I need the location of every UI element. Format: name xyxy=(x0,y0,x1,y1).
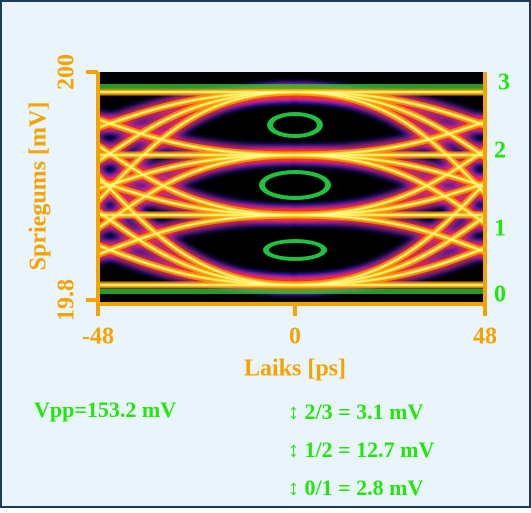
level-label: 0 xyxy=(494,282,506,308)
trace xyxy=(294,183,483,216)
trace xyxy=(294,248,483,286)
level-label: 3 xyxy=(498,70,510,96)
trace xyxy=(294,150,483,216)
level-label: 1 xyxy=(494,216,506,242)
trace xyxy=(265,174,325,196)
eye-height: ↕ 0/1 = 2.8 mV xyxy=(288,475,423,500)
trace xyxy=(100,154,296,228)
trace xyxy=(100,214,296,255)
axes xyxy=(86,70,487,316)
trace xyxy=(100,154,296,189)
x-tick-label: 0 xyxy=(289,324,301,350)
eye-height: ↕ 1/2 = 12.7 mV xyxy=(288,437,434,462)
eye-pattern xyxy=(100,80,483,297)
trace xyxy=(100,91,296,161)
trace xyxy=(100,289,483,294)
trace xyxy=(294,184,483,286)
y-axis-label: Spriegums [mV] xyxy=(26,102,52,271)
trace xyxy=(100,91,296,128)
level-label: 2 xyxy=(494,138,506,164)
x-tick-label: -48 xyxy=(82,324,114,350)
x-axis-label: Laiks [ps] xyxy=(244,356,346,382)
trace xyxy=(273,116,317,134)
trace xyxy=(294,121,483,156)
trace xyxy=(294,217,483,286)
vpp: Vpp=153.2 mV xyxy=(34,397,176,422)
trace xyxy=(100,91,296,200)
y-max: 200 xyxy=(54,54,80,90)
trace xyxy=(269,243,321,257)
trace xyxy=(100,84,483,89)
eye-height: ↕ 2/3 = 3.1 mV xyxy=(288,399,423,424)
x-tick-label: 48 xyxy=(473,324,497,350)
y-min: 19.8 xyxy=(54,279,80,321)
